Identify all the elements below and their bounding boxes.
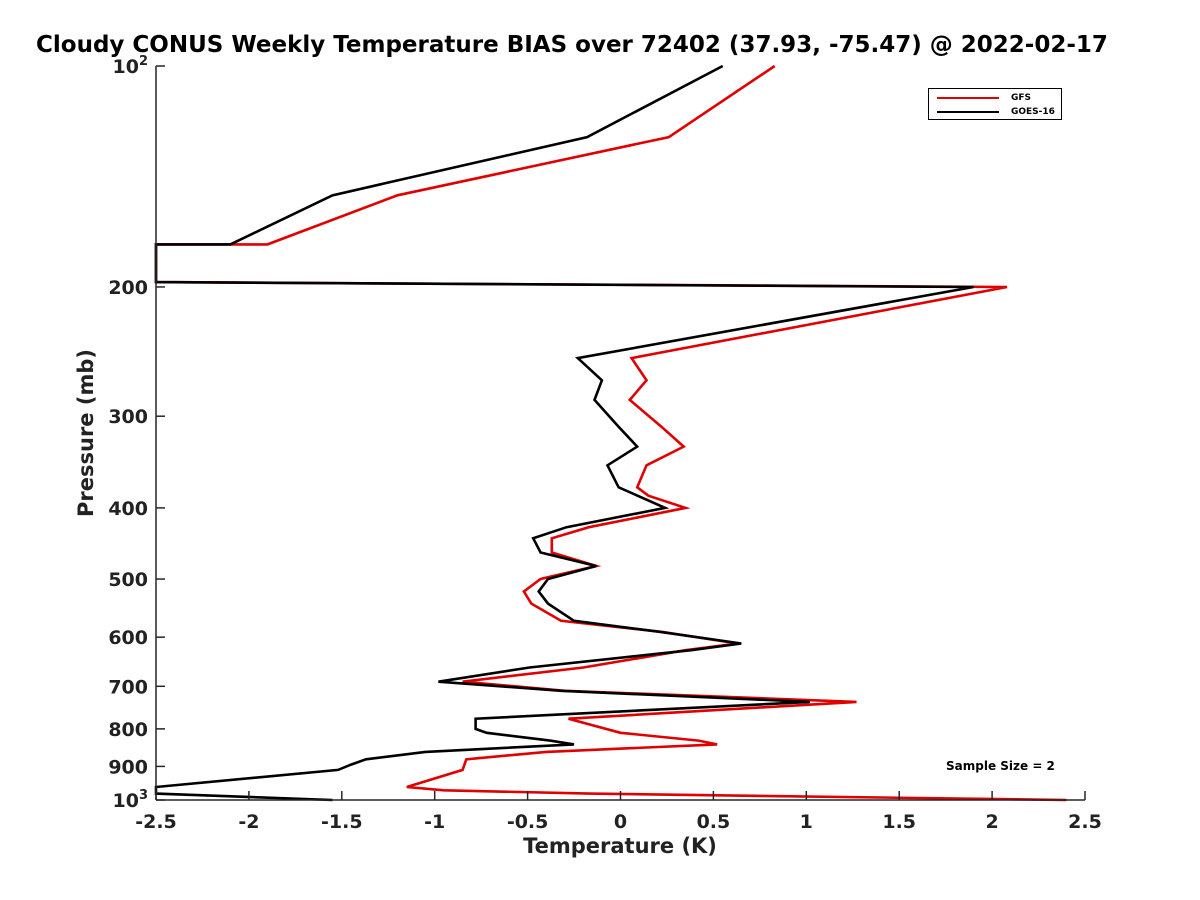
y-tick-label: 102 bbox=[113, 54, 149, 78]
legend-swatch-goes16 bbox=[937, 111, 999, 113]
y-tick-label: 800 bbox=[108, 719, 148, 741]
x-tick-label: 1 bbox=[800, 811, 813, 833]
x-axis-label: Temperature (K) bbox=[523, 834, 717, 858]
y-tick-label: 400 bbox=[108, 498, 148, 520]
y-tick-label: 103 bbox=[113, 788, 149, 812]
y-tick-label: 200 bbox=[108, 277, 148, 299]
sample-size-annotation: Sample Size = 2 bbox=[946, 759, 1055, 773]
legend-label-goes16: GOES-16 bbox=[1011, 107, 1055, 117]
legend-item-gfs: GFS bbox=[937, 92, 1031, 104]
y-tick-label: 500 bbox=[108, 569, 148, 591]
x-tick-label: 0 bbox=[614, 811, 627, 833]
axes: -2.5 -2 -1.5 -1 -0.5 0 0.5 1 1.5 2 2.5 102 200 300 400… bbox=[108, 54, 1102, 833]
y-tick-label: 900 bbox=[108, 756, 148, 778]
legend-label-gfs: GFS bbox=[1011, 93, 1032, 103]
x-tick-label: -0.5 bbox=[507, 811, 549, 833]
legend-item-goes16: GOES-16 bbox=[937, 106, 1055, 118]
x-tick-label: -1 bbox=[424, 811, 445, 833]
x-tick-label: 1.5 bbox=[882, 811, 916, 833]
y-tick-label: 600 bbox=[108, 627, 148, 649]
x-tick-label: -1.5 bbox=[321, 811, 363, 833]
x-tick-label: 0.5 bbox=[697, 811, 731, 833]
x-tick-label: -2.5 bbox=[135, 811, 177, 833]
series-line-goes16 bbox=[154, 64, 974, 802]
chart-title: Cloudy CONUS Weekly Temperature BIAS ove… bbox=[36, 32, 1108, 58]
legend-swatch-gfs bbox=[937, 97, 999, 99]
x-tick-label: 2 bbox=[985, 811, 998, 833]
legend: GFS GOES-16 bbox=[928, 88, 1062, 120]
x-tick-label: -2 bbox=[238, 811, 259, 833]
series-line-gfs bbox=[154, 64, 1067, 802]
y-tick-label: 300 bbox=[108, 406, 148, 428]
plot-lines bbox=[154, 64, 1067, 802]
x-tick-label: 2.5 bbox=[1068, 811, 1102, 833]
y-tick-label: 700 bbox=[108, 676, 148, 698]
y-axis-label: Pressure (mb) bbox=[74, 349, 98, 517]
